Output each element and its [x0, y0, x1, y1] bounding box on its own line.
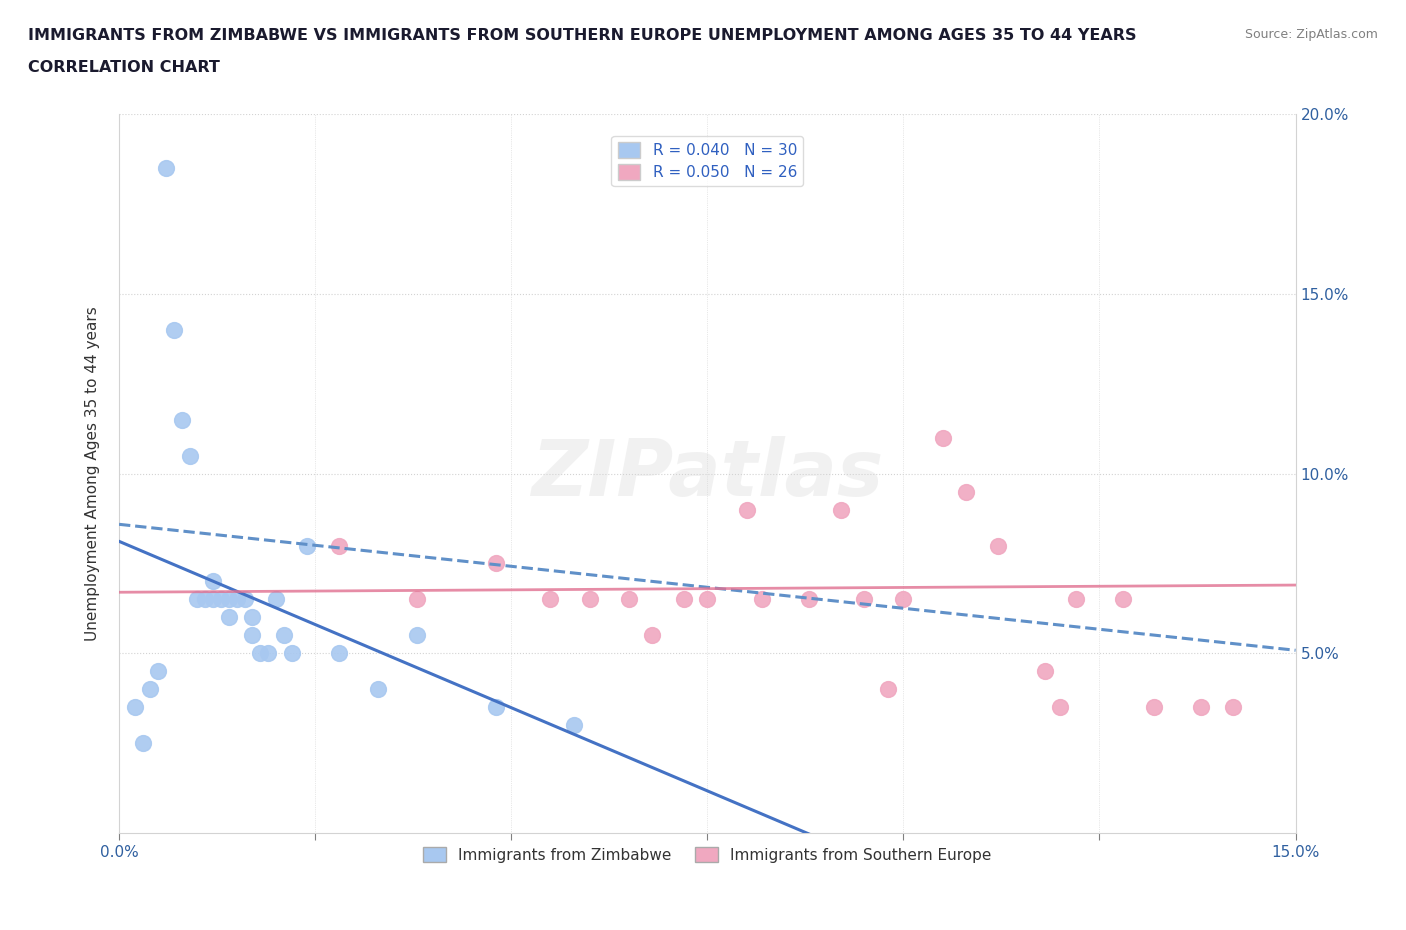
Point	[830, 502, 852, 517]
Point	[249, 646, 271, 661]
Point	[641, 628, 664, 643]
Point	[273, 628, 295, 643]
Point	[955, 485, 977, 499]
Point	[242, 610, 264, 625]
Point	[367, 682, 389, 697]
Point	[194, 592, 217, 607]
Point	[853, 592, 876, 607]
Text: IMMIGRANTS FROM ZIMBABWE VS IMMIGRANTS FROM SOUTHERN EUROPE UNEMPLOYMENT AMONG A: IMMIGRANTS FROM ZIMBABWE VS IMMIGRANTS F…	[28, 28, 1136, 43]
Point	[1143, 700, 1166, 715]
Point	[242, 628, 264, 643]
Point	[1064, 592, 1087, 607]
Point	[484, 556, 506, 571]
Point	[264, 592, 287, 607]
Point	[1191, 700, 1213, 715]
Point	[202, 574, 225, 589]
Point	[328, 646, 350, 661]
Point	[124, 700, 146, 715]
Point	[562, 718, 585, 733]
Text: CORRELATION CHART: CORRELATION CHART	[28, 60, 219, 75]
Point	[406, 628, 429, 643]
Point	[179, 448, 201, 463]
Point	[328, 538, 350, 553]
Text: Source: ZipAtlas.com: Source: ZipAtlas.com	[1244, 28, 1378, 41]
Point	[484, 700, 506, 715]
Point	[672, 592, 695, 607]
Point	[751, 592, 773, 607]
Point	[186, 592, 208, 607]
Point	[225, 592, 247, 607]
Y-axis label: Unemployment Among Ages 35 to 44 years: Unemployment Among Ages 35 to 44 years	[86, 306, 100, 641]
Point	[799, 592, 821, 607]
Point	[696, 592, 718, 607]
Point	[163, 323, 186, 338]
Point	[538, 592, 561, 607]
Point	[986, 538, 1008, 553]
Point	[1222, 700, 1244, 715]
Text: ZIPatlas: ZIPatlas	[531, 435, 883, 512]
Point	[617, 592, 640, 607]
Point	[406, 592, 429, 607]
Point	[148, 664, 170, 679]
Point	[218, 610, 240, 625]
Point	[735, 502, 758, 517]
Point	[893, 592, 915, 607]
Point	[931, 431, 953, 445]
Point	[202, 592, 225, 607]
Point	[1112, 592, 1135, 607]
Point	[578, 592, 600, 607]
Point	[131, 736, 153, 751]
Point	[209, 592, 232, 607]
Point	[139, 682, 162, 697]
Point	[257, 646, 280, 661]
Point	[1049, 700, 1071, 715]
Point	[170, 412, 193, 427]
Point	[1033, 664, 1056, 679]
Legend: Immigrants from Zimbabwe, Immigrants from Southern Europe: Immigrants from Zimbabwe, Immigrants fro…	[418, 841, 997, 869]
Point	[218, 592, 240, 607]
Point	[297, 538, 319, 553]
Point	[155, 161, 177, 176]
Point	[233, 592, 256, 607]
Point	[876, 682, 898, 697]
Point	[280, 646, 302, 661]
